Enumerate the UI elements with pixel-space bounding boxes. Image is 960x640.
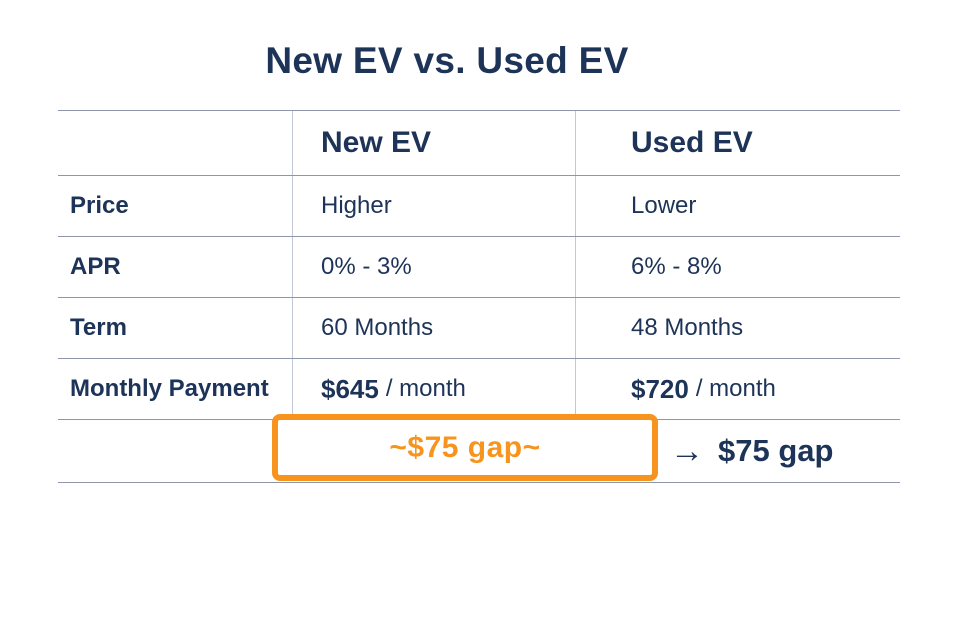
table-header-row: New EV Used EV [58,111,900,176]
payment-unit: / month [695,375,776,402]
table-row-apr: APR 0% - 3% 6% - 8% [58,237,900,298]
column-header-label: New EV [321,126,432,159]
gap-highlight-box: ~$75 gap~ [272,414,658,481]
table-row-term: Term 60 Months 48 Months [58,298,900,359]
table-row-monthly-payment: Monthly Payment $645 / month $720 / mont… [58,359,900,420]
column-header-label: Used EV [631,126,753,159]
cell-apr-new-ev: 0% - 3% [292,237,575,297]
cell-monthly-payment-used-ev: $720 / month [575,359,900,419]
payment-amount: $720 [631,373,689,404]
cell-price-new-ev: Higher [292,176,575,236]
page-title: New EV vs. Used EV [265,40,629,81]
column-header-new-ev: New EV [292,111,575,175]
table-row-price: Price Higher Lower [58,176,900,237]
payment-unit: / month [385,375,466,402]
cell-value: Lower [631,192,697,219]
payment-amount: $645 [321,373,379,404]
gap-annotation-label: $75 gap [718,433,834,468]
gap-callout-row: ~$75 gap~ → $75 gap [58,414,900,483]
row-label-term: Term [70,314,127,341]
gap-annotation: → $75 gap [670,420,833,482]
row-label-price: Price [70,192,129,219]
right-arrow-icon: → [670,432,704,470]
cell-value: Higher [321,192,392,219]
cell-term-used-ev: 48 Months [575,298,900,358]
cell-value: 60 Months [321,314,434,341]
cell-price-used-ev: Lower [575,176,900,236]
cell-apr-used-ev: 6% - 8% [575,237,900,297]
column-header-used-ev: Used EV [575,111,900,175]
row-label-apr: APR [70,253,121,280]
cell-term-new-ev: 60 Months [292,298,575,358]
gap-box-label: ~$75 gap~ [389,430,541,464]
cell-value: 0% - 3% [321,253,412,280]
cell-value: 6% - 8% [631,253,722,280]
comparison-table: New EV Used EV Price Higher Lower APR 0%… [58,110,900,483]
row-label-monthly-payment: Monthly Payment [70,375,269,402]
cell-value: 48 Months [631,314,744,341]
cell-monthly-payment-new-ev: $645 / month [292,359,575,419]
